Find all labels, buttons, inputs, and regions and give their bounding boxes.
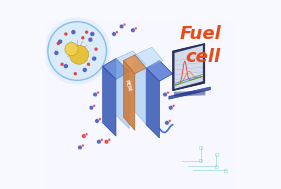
Bar: [46, 85, 235, 94]
Circle shape: [46, 20, 108, 82]
Circle shape: [167, 91, 169, 94]
Circle shape: [169, 120, 171, 122]
Polygon shape: [123, 55, 146, 74]
Bar: [215, 153, 217, 156]
Circle shape: [70, 45, 89, 64]
Circle shape: [131, 28, 135, 33]
Circle shape: [94, 47, 98, 51]
Bar: [46, 28, 235, 38]
Bar: [46, 123, 235, 132]
Circle shape: [60, 63, 64, 66]
Bar: [46, 47, 235, 57]
Polygon shape: [146, 60, 173, 81]
Bar: [46, 142, 235, 151]
Circle shape: [81, 144, 84, 147]
Circle shape: [48, 22, 106, 80]
Polygon shape: [116, 59, 129, 129]
Circle shape: [90, 32, 95, 36]
Bar: [224, 169, 227, 172]
Circle shape: [95, 119, 99, 123]
Polygon shape: [146, 68, 159, 138]
Polygon shape: [123, 60, 135, 130]
Circle shape: [65, 43, 78, 56]
Circle shape: [89, 105, 94, 110]
Bar: [46, 113, 235, 123]
Circle shape: [44, 17, 111, 85]
Circle shape: [97, 139, 101, 144]
Bar: [46, 94, 235, 104]
Circle shape: [104, 139, 109, 144]
Circle shape: [56, 42, 60, 45]
Circle shape: [123, 23, 126, 26]
Circle shape: [134, 27, 137, 30]
Circle shape: [119, 24, 124, 29]
Circle shape: [54, 50, 59, 55]
Circle shape: [48, 22, 106, 80]
Bar: [46, 180, 235, 189]
Polygon shape: [116, 51, 146, 72]
Bar: [46, 132, 235, 142]
Circle shape: [169, 105, 173, 110]
Circle shape: [82, 67, 87, 72]
Polygon shape: [135, 47, 163, 68]
Circle shape: [97, 91, 99, 94]
Circle shape: [93, 92, 98, 97]
Bar: [46, 161, 235, 170]
Circle shape: [108, 139, 111, 141]
Circle shape: [165, 121, 169, 125]
Circle shape: [163, 92, 167, 97]
Circle shape: [71, 30, 76, 35]
Text: cell: cell: [185, 48, 220, 66]
Circle shape: [99, 118, 101, 120]
Circle shape: [92, 56, 97, 61]
Polygon shape: [135, 55, 146, 125]
Bar: [46, 151, 235, 161]
Circle shape: [74, 72, 77, 75]
Bar: [46, 104, 235, 113]
Circle shape: [64, 32, 67, 36]
Bar: [46, 66, 235, 76]
Circle shape: [87, 63, 90, 66]
Polygon shape: [175, 45, 203, 89]
Text: PEM: PEM: [123, 79, 131, 91]
Circle shape: [64, 64, 68, 69]
Circle shape: [115, 31, 118, 33]
Bar: [46, 170, 235, 180]
Circle shape: [78, 145, 82, 150]
Circle shape: [81, 134, 86, 138]
Polygon shape: [103, 59, 129, 79]
Circle shape: [85, 30, 88, 34]
Circle shape: [172, 105, 175, 107]
Text: Fuel: Fuel: [180, 25, 222, 43]
Bar: [46, 19, 235, 28]
Bar: [215, 165, 217, 168]
Bar: [200, 146, 203, 149]
Circle shape: [85, 133, 88, 136]
Circle shape: [112, 32, 116, 36]
Circle shape: [58, 39, 63, 44]
Circle shape: [93, 105, 96, 107]
Circle shape: [81, 36, 85, 40]
Polygon shape: [103, 66, 116, 136]
Bar: [46, 76, 235, 85]
Bar: [46, 57, 235, 66]
Bar: [46, 0, 235, 9]
Bar: [46, 9, 235, 19]
Polygon shape: [169, 87, 210, 99]
Bar: [200, 159, 203, 162]
Polygon shape: [173, 43, 205, 91]
Circle shape: [100, 139, 103, 141]
Circle shape: [88, 37, 93, 42]
Bar: [46, 38, 235, 47]
